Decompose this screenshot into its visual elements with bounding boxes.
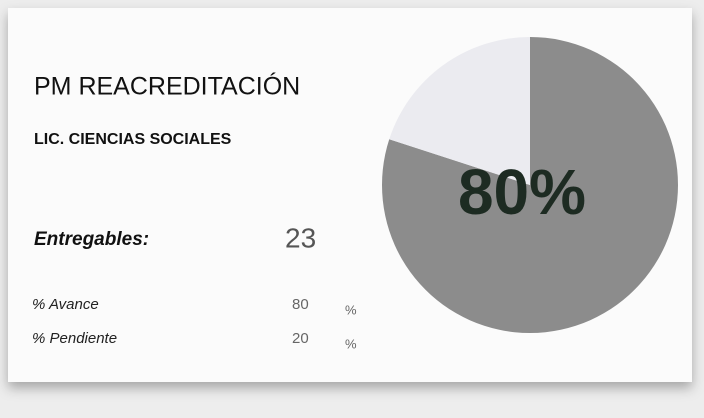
summary-label: Entregables: (34, 229, 149, 250)
summary-value: 23 (285, 222, 316, 253)
row-unit: % (345, 336, 357, 351)
subtitle: LIC. CIENCIAS SOCIALES (34, 131, 232, 148)
pie-label: 80% (458, 156, 586, 228)
pie-slice (389, 37, 530, 185)
row-value: 20 (292, 330, 309, 347)
row-value: 80 (292, 296, 309, 313)
title: PM REACREDITACIÓN (34, 72, 300, 101)
pie-slice (382, 37, 678, 334)
row-label: % Avance (32, 296, 99, 313)
row-label: % Pendiente (32, 330, 117, 347)
row-unit: % (345, 302, 357, 317)
